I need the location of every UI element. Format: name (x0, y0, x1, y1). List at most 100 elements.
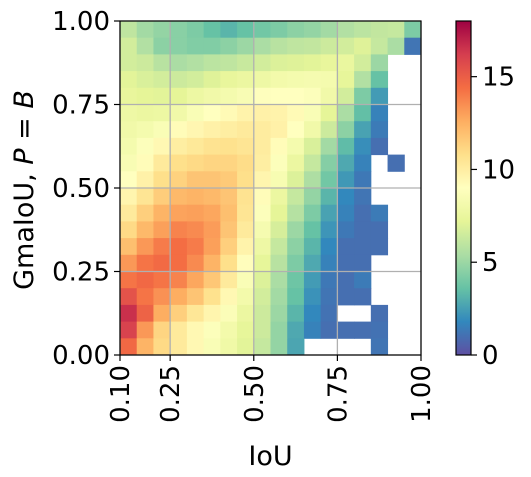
colorbar-tick-label: 0 (482, 341, 499, 371)
heatmap-cell (120, 171, 138, 189)
y-axis-label: GmaIoU, P = B (9, 90, 40, 290)
heatmap-cell (337, 154, 355, 172)
x-axis-ticks: 0.10 0.25 0.50 0.75 1.00 (106, 355, 437, 423)
heatmap-cell (354, 171, 372, 189)
heatmap-cell (270, 121, 288, 139)
heatmap-cell (186, 221, 205, 239)
heatmap-cell (303, 254, 322, 272)
heatmap-cell (237, 221, 255, 239)
heatmap-cell (270, 321, 288, 339)
heatmap-cell (153, 238, 171, 256)
heatmap-cell (136, 338, 154, 356)
heatmap-cell (287, 288, 305, 306)
heatmap-cell (136, 154, 154, 172)
heatmap-cell (237, 154, 255, 172)
heatmap-cell (120, 104, 138, 122)
y-tick-label: 0.25 (52, 258, 110, 288)
heatmap-cell (203, 288, 221, 306)
heatmap-cell (354, 87, 372, 105)
heatmap-cell (186, 254, 205, 272)
heatmap-cell (170, 137, 188, 156)
heatmap-cell (136, 221, 154, 239)
heatmap-cell (320, 104, 338, 122)
heatmap-cell (303, 154, 322, 172)
heatmap-cell (136, 87, 154, 105)
heatmap-cell (370, 54, 389, 72)
heatmap-cell (220, 304, 238, 323)
heatmap-cell (287, 171, 305, 189)
heatmap-cell (203, 238, 221, 256)
heatmap-cell (170, 238, 188, 256)
y-tick-label: 1.00 (52, 7, 110, 37)
heatmap-cell (186, 321, 205, 339)
heatmap-cell (370, 37, 389, 55)
heatmap-cell (303, 71, 322, 89)
heatmap-cell (203, 321, 221, 339)
heatmap-cell (136, 37, 154, 55)
heatmap-cell (203, 121, 221, 139)
heatmap-cell (186, 71, 205, 89)
heatmap-cell (303, 221, 322, 239)
heatmap-cell (136, 137, 154, 156)
heatmap-cell (270, 137, 288, 156)
heatmap-cell (170, 221, 188, 239)
heatmap-cell (287, 254, 305, 272)
colorbar-tick-label: 5 (482, 248, 499, 278)
heatmap-cell (120, 154, 138, 172)
heatmap-cell (220, 171, 238, 189)
heatmap-cell (120, 238, 138, 256)
heatmap-cell (270, 154, 288, 172)
heatmap-cell (354, 188, 372, 206)
y-axis-ticks: 0.00 0.25 0.50 0.75 1.00 (52, 7, 120, 371)
heatmap-cell (186, 188, 205, 206)
heatmap-cell (237, 137, 255, 156)
heatmap-cell (186, 121, 205, 139)
heatmap-cell (153, 188, 171, 206)
heatmap-cell (203, 204, 221, 222)
heatmap-cell (237, 304, 255, 323)
heatmap-cell (153, 104, 171, 122)
heatmap-cell (320, 188, 338, 206)
heatmap-cell (220, 321, 238, 339)
heatmap-cell (287, 188, 305, 206)
heatmap-cells (120, 21, 422, 356)
heatmap-cell (136, 304, 154, 323)
heatmap-cell (287, 87, 305, 105)
heatmap-cell (354, 137, 372, 156)
heatmap-cell (387, 37, 405, 55)
heatmap-cell (170, 37, 188, 55)
heatmap-cell (153, 288, 171, 306)
heatmap-cell (270, 54, 288, 72)
heatmap-cell (387, 154, 405, 172)
heatmap-cell (237, 288, 255, 306)
heatmap-cell (203, 188, 221, 206)
heatmap-cell (303, 238, 322, 256)
heatmap-cell (120, 221, 138, 239)
heatmap-cell (186, 21, 205, 39)
heatmap-cell (303, 188, 322, 206)
heatmap-cell (253, 254, 271, 272)
heatmap-cell (120, 321, 138, 339)
heatmap-cell (253, 204, 271, 222)
heatmap-cell (203, 21, 221, 39)
heatmap-cell (237, 238, 255, 256)
heatmap-cell (270, 171, 288, 189)
heatmap-cell (220, 288, 238, 306)
heatmap-cell (303, 37, 322, 55)
heatmap-cell (186, 104, 205, 122)
heatmap-cell (153, 154, 171, 172)
heatmap-cell (303, 288, 322, 306)
heatmap-cell (287, 21, 305, 39)
heatmap-cell (186, 338, 205, 356)
heatmap-cell (337, 137, 355, 156)
heatmap-cell (337, 104, 355, 122)
heatmap-cell (186, 304, 205, 323)
heatmap-cell (186, 238, 205, 256)
heatmap-cell (170, 254, 188, 272)
heatmap-cell (370, 238, 389, 256)
heatmap-cell (136, 171, 154, 189)
heatmap-cell (170, 154, 188, 172)
heatmap-cell (203, 104, 221, 122)
heatmap-cell (120, 87, 138, 105)
heatmap-cell (253, 171, 271, 189)
